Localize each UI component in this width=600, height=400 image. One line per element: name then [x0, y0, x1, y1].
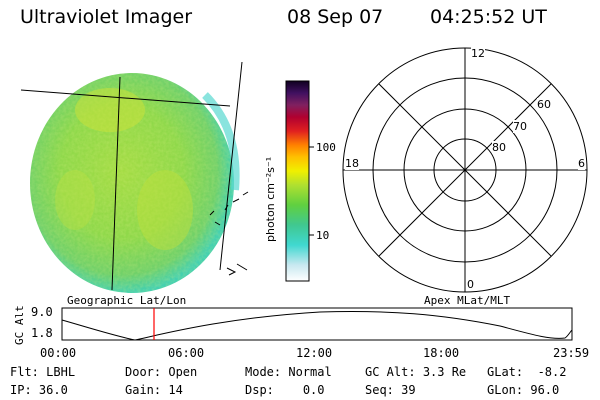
- mlt-label-6: 6: [578, 157, 585, 170]
- info-glat: GLat: -8.2: [487, 365, 567, 379]
- colorbar: [285, 80, 314, 282]
- timeline-xtick-2359: 23:59: [553, 346, 590, 360]
- timeline-left-title: Geographic Lat/Lon: [67, 294, 187, 307]
- lon-line: [219, 61, 243, 271]
- timeline-xtick-1200: 12:00: [296, 346, 333, 360]
- timeline-right-title: Apex MLat/MLT: [424, 294, 511, 307]
- timeline-ytick-bottom: 1.8: [31, 326, 53, 340]
- instrument-title: Ultraviolet Imager: [20, 6, 193, 28]
- mlt-label-18: 18: [345, 157, 359, 170]
- mlt-label-12: 12: [471, 47, 485, 60]
- polar-plot: [342, 47, 588, 293]
- timeline-ytick-top: 9.0: [31, 305, 53, 319]
- timeline-xtick-0600: 06:00: [168, 346, 205, 360]
- info-mode: Mode: Normal: [245, 365, 332, 379]
- time-label: 04:25:52 UT: [430, 6, 547, 28]
- lon-line: [111, 76, 121, 291]
- info-door: Door: Open: [125, 365, 198, 379]
- info-flt: Flt: LBHL: [10, 365, 76, 379]
- lat-label-70: 70: [513, 120, 527, 133]
- colorbar-tick-100: 100: [316, 141, 336, 154]
- date-label: 08 Sep 07: [287, 6, 384, 28]
- timeline-xtick-1800: 18:00: [423, 346, 460, 360]
- timeline-ylabel: GC Alt: [13, 305, 26, 345]
- colorbar-unit-label: photon cm⁻²s⁻¹: [264, 156, 277, 242]
- lat-line: [20, 89, 231, 107]
- info-glon: GLon: 96.0: [487, 383, 560, 397]
- timeline-plot: [61, 307, 573, 341]
- info-ip: IP: 36.0: [10, 383, 68, 397]
- mlt-label-0: 0: [467, 278, 474, 291]
- timeline-xtick-0000: 00:00: [40, 346, 77, 360]
- lat-label-80: 80: [492, 141, 506, 154]
- lat-label-60: 60: [537, 98, 551, 111]
- colorbar-tick-10: 10: [316, 229, 330, 242]
- uv-image-panel: [20, 61, 249, 293]
- info-gc-alt: GC Alt: 3.3 Re: [365, 365, 467, 379]
- info-gain: Gain: 14: [125, 383, 183, 397]
- info-dsp: Dsp: 0.0: [245, 383, 325, 397]
- info-seq: Seq: 39: [365, 383, 416, 397]
